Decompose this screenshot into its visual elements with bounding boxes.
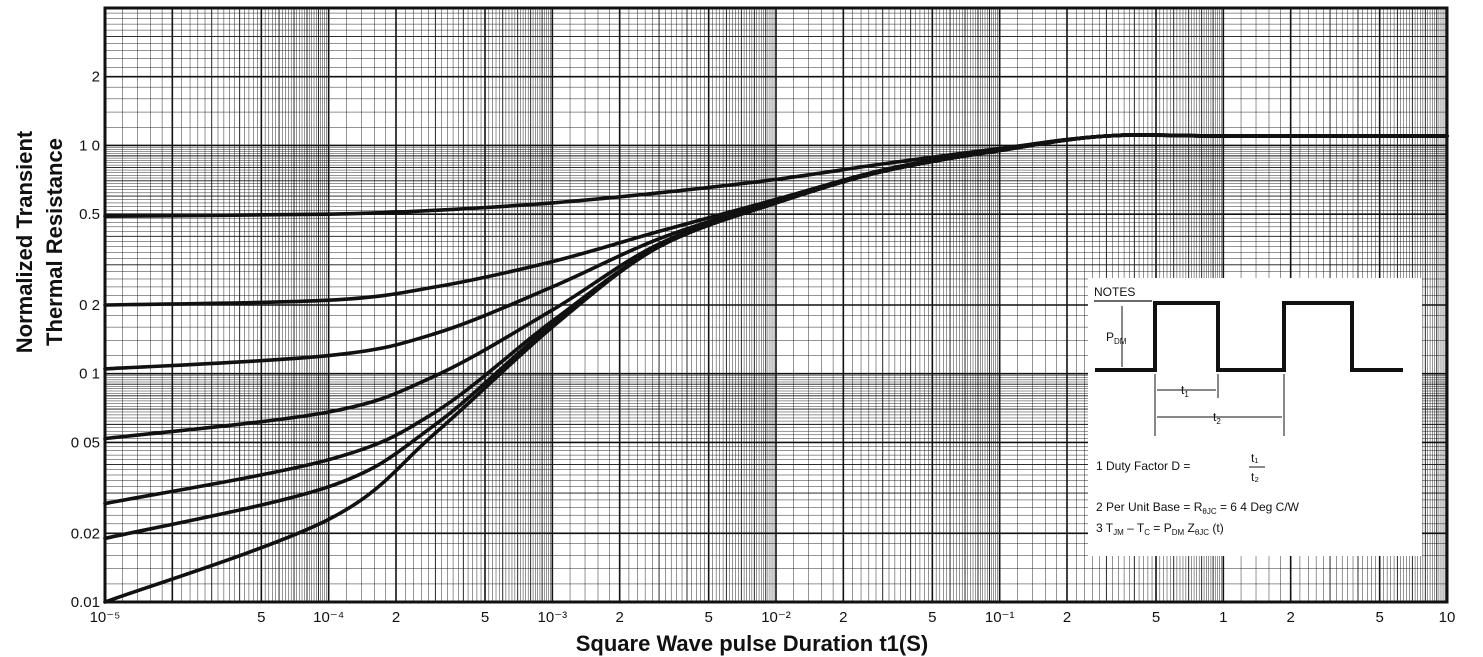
notes-inset: NOTES PDM t1 t2 1 Duty Factor D = t₁ t₂ … (1088, 278, 1422, 556)
curves (103, 133, 1449, 604)
note-temperature-formula: 3 TJM – TC = PDM ZθJC (t) (1096, 521, 1224, 537)
y-tick-label: 0 05 (71, 434, 100, 451)
x-axis-title: Square Wave pulse Duration t1(S) (576, 631, 928, 656)
x-tick-label: 2 (615, 609, 623, 626)
plot-frame (103, 6, 1449, 604)
y-tick-label: 0.01 (71, 594, 100, 611)
y-tick-label: 1 0 (79, 137, 100, 154)
y-tick-label: 0.5 (79, 206, 100, 223)
curve-series-7 (103, 133, 1449, 604)
x-tick-label: 5 (1375, 609, 1383, 626)
x-tick-labels: 10⁻⁵ 5 10⁻⁴ 2 5 10⁻³ 2 5 10⁻² 2 5 10⁻¹ 2 5 1 2 5 10 (90, 609, 1456, 626)
y-axis-title: Normalized Transient Thermal Resistance (12, 130, 67, 353)
x-tick-label: 2 (839, 609, 847, 626)
x-tick-label: 10⁻⁴ (313, 609, 344, 626)
x-tick-label: 5 (257, 609, 265, 626)
pdm-label: PDM (1106, 330, 1127, 346)
note-duty-factor: 1 Duty Factor D = (1096, 459, 1190, 473)
y-tick-label: 0 2 (79, 297, 100, 314)
x-tick-label: 10 (1439, 609, 1456, 626)
y-tick-label: 0.02 (71, 525, 100, 542)
y-tick-label: 2 (92, 69, 100, 86)
x-tick-label: 10⁻³ (538, 609, 568, 626)
x-tick-label: 2 (1063, 609, 1071, 626)
notes-heading: NOTES (1094, 285, 1135, 299)
note-duty-factor-denominator: t₂ (1251, 470, 1259, 484)
x-tick-label: 10⁻¹ (985, 609, 1015, 626)
x-tick-label: 2 (392, 609, 400, 626)
y-axis-title-line-2: Thermal Resistance (42, 138, 67, 346)
t2-label: t2 (1213, 410, 1221, 426)
x-tick-label: 5 (481, 609, 489, 626)
x-tick-label: 10⁻² (761, 609, 791, 626)
pulse-waveform (1095, 301, 1403, 372)
x-tick-label: 10⁻⁵ (90, 609, 121, 626)
x-tick-label: 2 (1286, 609, 1294, 626)
y-tick-labels: 0.01 0.02 0 05 0 1 0 2 0.5 1 0 2 (71, 69, 100, 611)
t1-label: t1 (1181, 383, 1189, 399)
y-tick-label: 0 1 (79, 366, 100, 383)
note-per-unit-base: 2 Per Unit Base = RθJC = 6 4 Deg C/W (1096, 500, 1300, 516)
y-axis-title-line-1: Normalized Transient (12, 130, 37, 353)
x-tick-label: 5 (1152, 609, 1160, 626)
note-duty-factor-numerator: t₁ (1251, 451, 1258, 465)
x-tick-label: 5 (928, 609, 936, 626)
x-tick-label: 1 (1219, 609, 1227, 626)
x-tick-label: 5 (704, 609, 712, 626)
